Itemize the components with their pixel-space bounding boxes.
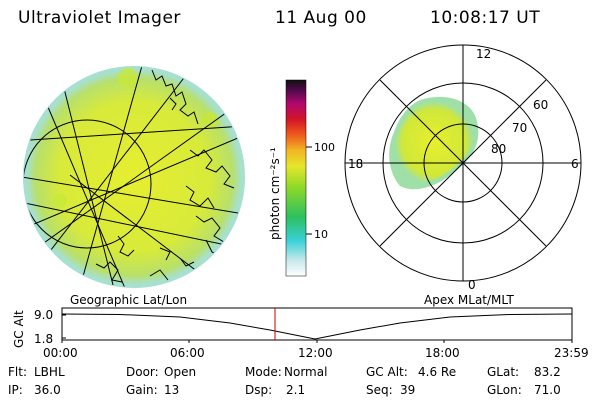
altitude-ytick-label-low: 1.8 [34, 332, 53, 346]
color-scale: 100 10 photon cm⁻²s⁻¹ [268, 79, 335, 277]
altitude-xtick-label-4: 23:59 [554, 346, 589, 360]
polar-grid [344, 44, 582, 282]
dsp-value: 2.1 [286, 383, 306, 397]
colorbar-tick-label-10: 10 [314, 228, 328, 241]
mlt-label-18: 18 [348, 157, 363, 171]
mlt-label-0: 0 [468, 278, 476, 292]
glon-value: 71.0 [534, 383, 561, 397]
altitude-curve [61, 313, 573, 340]
coastlines [95, 69, 235, 283]
color-scale-bar [285, 79, 307, 277]
mlt-label-6: 6 [571, 157, 579, 171]
polar-plot: 12 18 6 0 60 70 80 [344, 44, 582, 292]
glat-label: GLat: [487, 365, 520, 379]
altitude-xtick-label-2: 12:00 [298, 346, 333, 360]
gain-value: 13 [164, 383, 180, 397]
seq-label: Seq: [366, 383, 393, 397]
flt-value: LBHL [34, 365, 65, 379]
gcalt-value: 4.6 Re [418, 365, 457, 379]
mlat-label-60: 60 [533, 98, 548, 112]
altitude-ytick-label-high: 9.0 [34, 308, 53, 322]
gcalt-label: GC Alt: [366, 365, 408, 379]
glat-value: 83.2 [534, 365, 561, 379]
ip-label: IP: [8, 383, 23, 397]
colorbar-tick-label-100: 100 [314, 141, 335, 154]
door-value: Open [164, 365, 197, 379]
gain-label: Gain: [126, 383, 158, 397]
mode-value: Normal [284, 365, 328, 379]
altitude-xtick-label-0: 00:00 [43, 346, 78, 360]
mlat-label-70: 70 [512, 121, 527, 135]
altitude-xtick-label-1: 06:00 [170, 346, 205, 360]
mlat-label-80: 80 [491, 142, 506, 156]
colorbar-unit-label: photon cm⁻²s⁻¹ [268, 147, 282, 240]
geographic-image [23, 66, 245, 288]
glon-label: GLon: [487, 383, 522, 397]
dsp-label: Dsp: [245, 383, 273, 397]
altitude-plot: 9.0 1.8 GC Alt 00:00 06:00 12:00 18:00 2… [12, 307, 589, 360]
door-label: Door: [126, 365, 159, 379]
mlt-label-12: 12 [476, 47, 491, 61]
seq-value: 39 [400, 383, 416, 397]
date-label: 11 Aug 00 [275, 8, 367, 28]
altitude-plot-frame [61, 307, 573, 341]
altitude-xtick-label-3: 18:00 [425, 346, 460, 360]
instrument-title: Ultraviolet Imager [18, 8, 181, 28]
altitude-xticks [61, 340, 573, 343]
right-panel-caption: Apex MLat/MLT [424, 293, 514, 307]
flt-label: Flt: [8, 365, 27, 379]
left-panel-caption: Geographic Lat/Lon [70, 293, 187, 307]
time-label: 10:08:17 UT [430, 8, 541, 28]
ip-value: 36.0 [34, 383, 61, 397]
mode-label: Mode: [245, 365, 282, 379]
earth-disk [27, 70, 241, 284]
altitude-ylabel: GC Alt [12, 310, 26, 348]
